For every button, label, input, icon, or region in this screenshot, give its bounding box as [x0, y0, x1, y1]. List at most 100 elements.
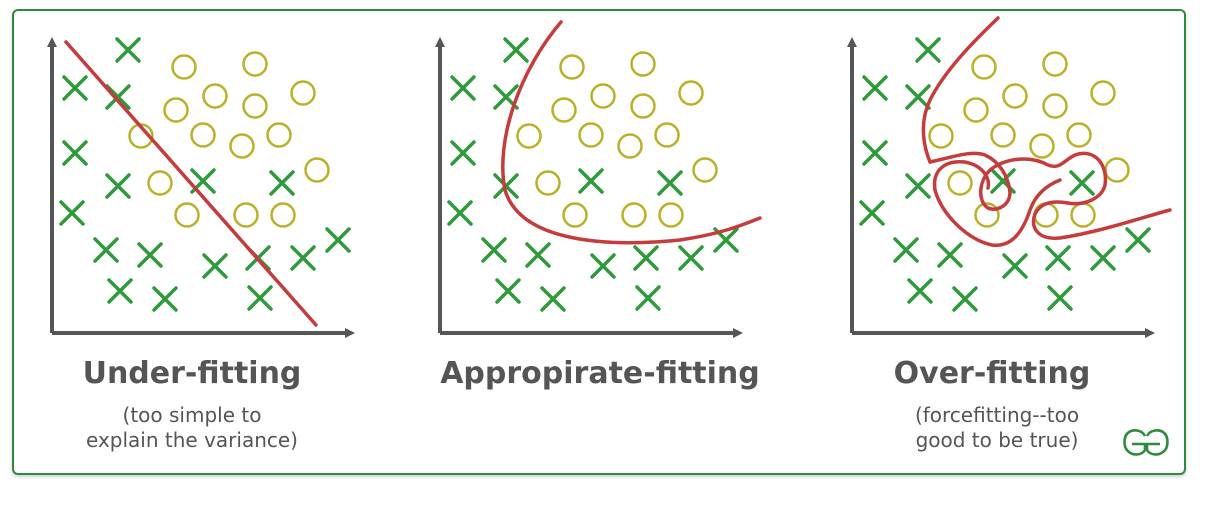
- cross-marker: [62, 140, 88, 166]
- cross-marker: [152, 286, 178, 312]
- cross-marker: [1002, 253, 1028, 279]
- cross-marker: [1125, 227, 1151, 253]
- circle-marker: [190, 122, 216, 148]
- cross-marker: [481, 237, 507, 263]
- under-fitting-plot: [47, 37, 355, 338]
- cross-marker: [633, 245, 659, 271]
- cross-marker: [290, 245, 316, 271]
- decision-curve-loop-left: [932, 160, 991, 192]
- circle-marker: [1090, 80, 1116, 106]
- circle-marker: [621, 202, 647, 228]
- cross-marker: [447, 200, 473, 226]
- cross-marker: [105, 173, 131, 199]
- geeksforgeeks-logo-icon: [1123, 429, 1169, 456]
- circle-marker: [971, 54, 997, 80]
- circle-marker: [1070, 202, 1096, 228]
- cross-marker: [495, 278, 521, 304]
- panel-subtitle-under-fitting-line1: (too simple to: [122, 403, 262, 427]
- circle-marker: [974, 202, 1000, 228]
- panel-subtitle-under-fitting-line2: explain the variance): [86, 428, 298, 452]
- cross-marker: [105, 84, 131, 110]
- cross-marker: [1090, 245, 1116, 271]
- cross-marker: [525, 242, 551, 268]
- circle-marker: [658, 202, 684, 228]
- cross-marker: [862, 75, 888, 101]
- circle-marker: [242, 93, 268, 119]
- cross-marker: [107, 278, 133, 304]
- circle-marker: [551, 97, 577, 123]
- cross-marker: [915, 37, 941, 63]
- decision-curve: [501, 20, 762, 245]
- circle-marker: [947, 170, 973, 196]
- cross-marker: [862, 140, 888, 166]
- circle-marker: [578, 122, 604, 148]
- cross-marker: [937, 242, 963, 268]
- circle-marker: [233, 202, 259, 228]
- cross-marker: [678, 245, 704, 271]
- panel-subtitle-over-fitting-line2: good to be true): [915, 428, 1079, 452]
- circle-marker: [174, 202, 200, 228]
- circle-marker: [562, 202, 588, 228]
- cross-marker: [325, 227, 351, 253]
- cross-marker: [905, 84, 931, 110]
- circle-marker: [692, 157, 718, 183]
- appropriate-fitting-plot: [435, 20, 762, 338]
- cross-marker: [635, 285, 661, 311]
- cross-marker: [93, 237, 119, 263]
- cross-marker: [62, 75, 88, 101]
- circle-marker: [202, 83, 228, 109]
- circle-marker: [516, 123, 542, 149]
- decision-line: [64, 40, 318, 327]
- cross-marker: [450, 140, 476, 166]
- cross-marker: [202, 253, 228, 279]
- over-fitting-plot: [847, 16, 1172, 338]
- circle-marker: [290, 80, 316, 106]
- circle-marker: [1029, 133, 1055, 159]
- cross-marker: [503, 37, 529, 63]
- circle-marker: [963, 97, 989, 123]
- circle-marker: [1042, 51, 1068, 77]
- circle-marker: [590, 83, 616, 109]
- circle-marker: [229, 133, 255, 159]
- circle-marker: [1066, 122, 1092, 148]
- cross-marker: [247, 285, 273, 311]
- decision-curve-loop-bottom: [933, 178, 1062, 247]
- circle-marker: [304, 157, 330, 183]
- panel-title-under-fitting: Under-fitting: [82, 356, 302, 391]
- cross-marker: [578, 168, 604, 194]
- circle-marker: [163, 97, 189, 123]
- panel-subtitle-over-fitting-line1: (forcefitting--too: [914, 403, 1080, 427]
- cross-marker: [115, 37, 141, 63]
- circle-marker: [630, 93, 656, 119]
- circle-marker: [1002, 83, 1028, 109]
- circle-marker: [535, 170, 561, 196]
- cross-marker: [1047, 285, 1073, 311]
- circle-marker: [630, 51, 656, 77]
- cross-marker: [907, 278, 933, 304]
- panel-title-over-fitting: Over-fitting: [893, 356, 1091, 391]
- cross-marker: [450, 75, 476, 101]
- cross-marker: [905, 173, 931, 199]
- circle-marker: [1042, 93, 1068, 119]
- circle-marker: [928, 123, 954, 149]
- circle-marker: [1033, 202, 1059, 228]
- cross-marker: [1045, 245, 1071, 271]
- cross-marker: [952, 286, 978, 312]
- circle-marker: [654, 122, 680, 148]
- circle-marker: [147, 170, 173, 196]
- circle-marker: [171, 54, 197, 80]
- circle-marker: [678, 80, 704, 106]
- circle-marker: [617, 133, 643, 159]
- cross-marker: [1069, 170, 1095, 196]
- cross-marker: [893, 237, 919, 263]
- cross-marker: [859, 200, 885, 226]
- cross-marker: [540, 286, 566, 312]
- cross-marker: [657, 170, 683, 196]
- decision-curve-upper: [921, 16, 1172, 240]
- circle-marker: [990, 122, 1016, 148]
- circle-marker: [266, 122, 292, 148]
- circle-marker: [242, 51, 268, 77]
- circle-marker: [559, 54, 585, 80]
- cross-marker: [137, 242, 163, 268]
